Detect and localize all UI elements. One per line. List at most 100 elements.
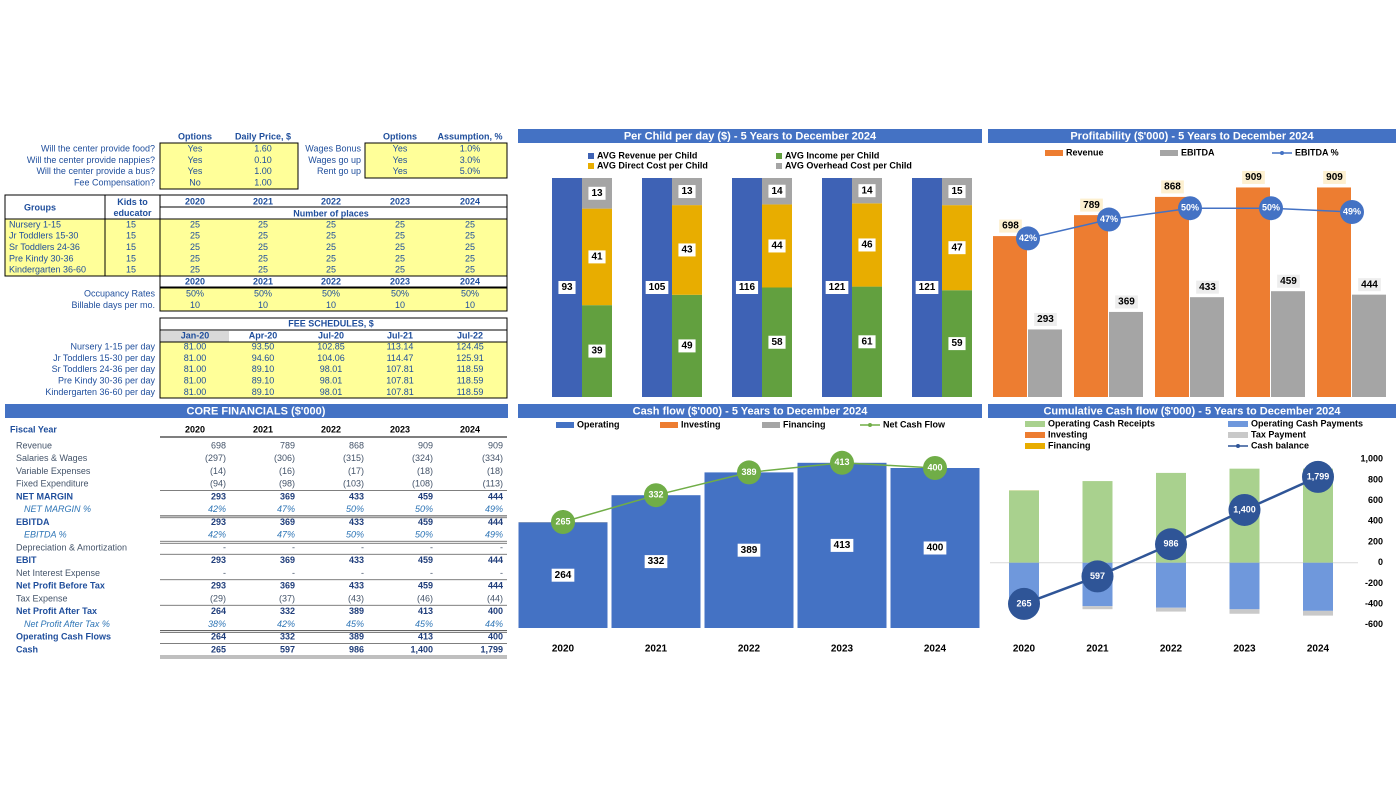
line-marker [1340,199,1364,224]
cell-text: 98.01 [320,376,343,386]
table-header: 2022 [321,276,341,286]
cell-text: 444 [488,491,503,501]
cell-text: 1,799 [480,644,503,654]
table-header: 2020 [185,424,205,434]
data-label-box [768,239,786,253]
line-marker [830,450,854,475]
data-label: 389 [741,545,758,556]
cell-text: 433 [349,555,364,565]
legend-label: Operating [577,419,620,429]
cell-text: 45% [415,619,433,629]
data-label: 13 [591,188,603,199]
row-label: Wages Bonus [305,143,361,153]
data-label-box [768,184,786,198]
data-label: 265 [555,516,570,526]
legend-swatch [776,163,782,169]
data-label: 389 [741,467,756,477]
data-label: 1,400 [1233,504,1256,514]
data-label: 789 [1083,200,1100,211]
cell-text: 444 [488,581,503,591]
data-label: 13 [681,186,693,197]
bar [1109,311,1143,397]
cell-text: 293 [211,555,226,565]
data-label: 459 [1280,276,1297,287]
data-label-box [915,281,939,294]
cell-text: 25 [465,253,475,263]
cell-text: (16) [279,466,295,476]
legend-label: EBITDA % [1295,147,1339,157]
cell-text: 25 [326,253,336,263]
title-bar [5,404,508,418]
bar-segment [1156,607,1186,612]
cell-text: 89.10 [252,364,275,374]
row-label: Billable days per mo. [71,300,155,310]
data-label: 400 [927,462,942,472]
legend-label: AVG Overhead Cost per Child [785,160,912,170]
table-header: 2023 [390,424,410,434]
table-header: Jul-20 [318,330,344,340]
data-label: 42% [1019,233,1037,243]
data-label: 59 [951,338,963,349]
cell-text: Yes [393,155,408,165]
data-label: 369 [1118,297,1135,308]
data-label-box [588,250,606,264]
table-header: Options [383,131,417,141]
bar [1352,294,1386,397]
cell-text: 125.91 [456,353,484,363]
cell-text: - [223,568,226,578]
cell-text: 81.00 [184,341,207,351]
legend-marker [1280,151,1284,155]
cell-text: 50% [346,504,364,514]
cell-text: - [223,542,226,552]
data-label-box [858,238,876,252]
table-header: Daily Price, $ [235,131,291,141]
data-label: 868 [1164,182,1181,193]
table-subheader: Number of places [293,208,369,218]
cell-text: - [430,542,433,552]
cell-text: 293 [211,581,226,591]
data-label-box [558,281,576,294]
cell-text: Yes [188,166,203,176]
cell-text: 107.81 [386,387,414,397]
data-label-box [999,219,1022,233]
legend-label: Investing [1048,429,1088,439]
table-frame [159,275,508,288]
data-label-box [588,186,606,200]
cell-text: 10 [395,300,405,310]
data-label: 121 [829,282,846,293]
row-label: Nursery 1-15 [9,219,61,229]
y-tick-label: 0 [1378,557,1383,567]
table-header: 2022 [321,424,341,434]
cell-text: 293 [211,517,226,527]
title-bar [518,404,982,418]
data-label: 265 [1016,598,1031,608]
line-marker [1097,207,1121,232]
cell-text: (46) [417,593,433,603]
cell-text: 1.60 [254,143,272,153]
cell-text: 25 [258,219,268,229]
x-tick-label: 2021 [1086,644,1109,655]
row-label: NET MARGIN [16,491,73,501]
line-marker [1008,587,1040,620]
cell-text: 25 [465,219,475,229]
cell-text: 50% [346,530,364,540]
cell-text: 3.0% [460,155,481,165]
data-label: 47% [1100,214,1118,224]
cell-text: 38% [208,619,226,629]
bar-segment [1009,490,1039,563]
data-label-box [735,281,759,294]
data-label: 41 [591,252,603,263]
cell-text: - [292,568,295,578]
data-label-box [645,281,669,294]
cell-text: 369 [280,555,295,565]
data-label: 986 [1163,539,1178,549]
legend-swatch [1228,421,1248,427]
cell-text: 597 [280,644,295,654]
legend-swatch [776,153,782,159]
data-label-box [948,241,966,255]
row-label: Salaries & Wages [16,453,88,463]
data-label-box [588,344,606,358]
cell-text: 1,400 [410,644,433,654]
row-label: Occupancy Rates [84,288,156,298]
